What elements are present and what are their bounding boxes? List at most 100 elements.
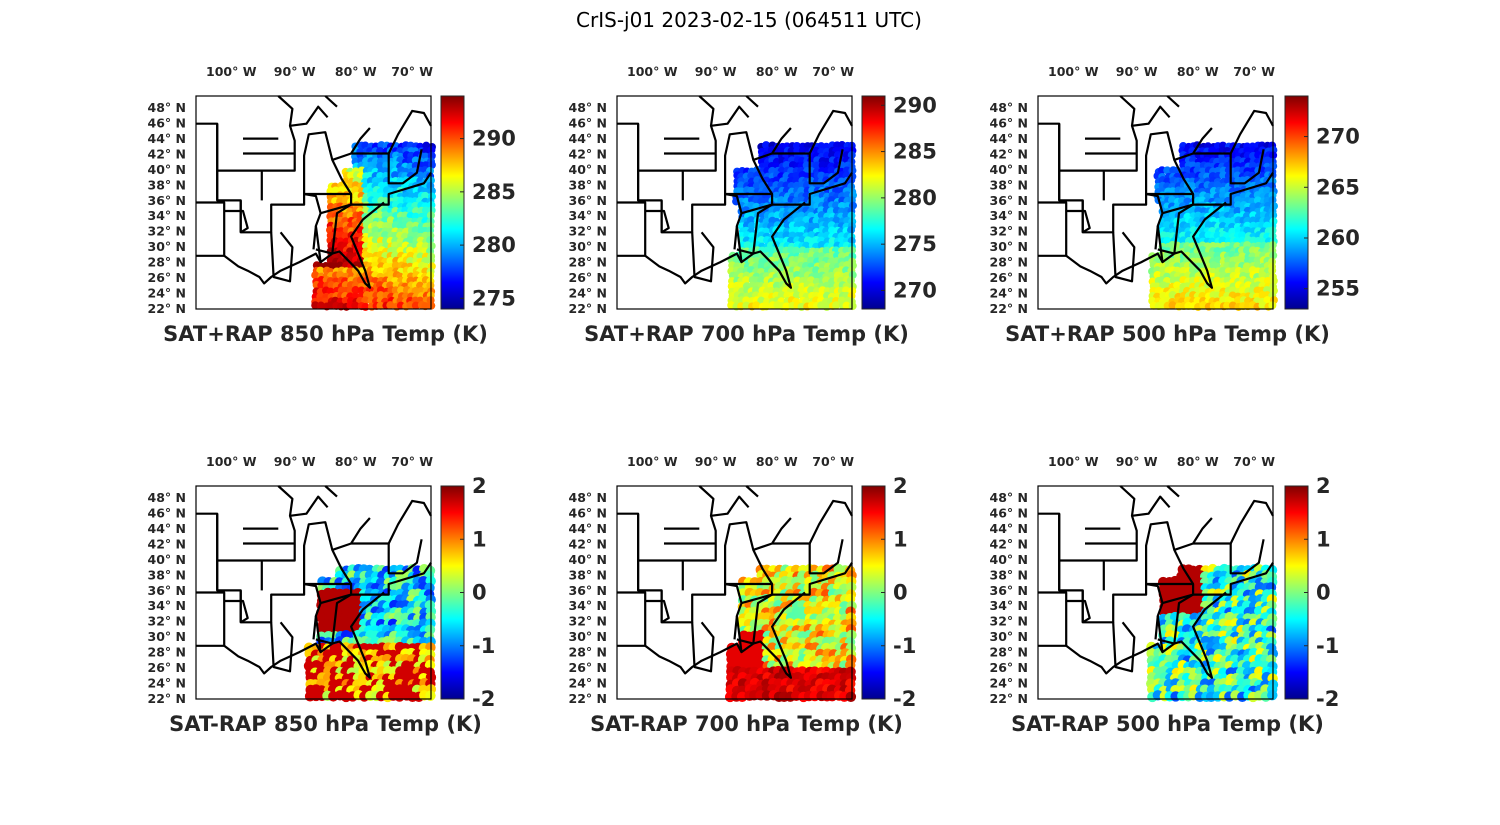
boundary-line [736,248,754,255]
latitude-label: 28° N [569,645,607,660]
boundary-line [224,209,249,234]
data-point [397,196,406,205]
data-point [1263,276,1272,285]
boundary-line [741,593,773,605]
data-point [351,286,360,295]
panel-title: SAT+RAP 850 hPa Temp (K) [163,322,488,346]
colorbar-tick-label: -1 [472,634,495,658]
longitude-label: 80° W [335,454,377,469]
boundary-line [270,231,294,283]
boundary-line [1193,499,1274,545]
boundary-line [617,122,853,234]
latitude-label: 46° N [148,505,186,520]
colorbar-tick-label: -2 [893,687,916,711]
boundary-line [808,149,844,185]
data-point [812,161,821,170]
boundary-line [1157,248,1175,255]
boundary-line [217,95,296,172]
boundary-line [320,593,352,605]
latitude-label: 42° N [569,536,607,551]
data-point [311,271,320,280]
longitude-label: 90° W [695,454,737,469]
colorbar-tick-label: -1 [1316,634,1339,658]
longitude-label: 100° W [627,64,678,79]
colorbar-tick-label: 270 [893,278,937,302]
latitude-label: 46° N [569,115,607,130]
latitude-label: 24° N [569,676,607,691]
data-point [747,171,756,180]
boundary-line [772,499,853,545]
data-point [386,216,395,225]
latitude-label: 40° N [990,552,1028,567]
data-point [371,196,380,205]
longitude-label: 90° W [274,454,316,469]
boundary-line [223,252,322,285]
panel-title: SAT-RAP 700 hPa Temp (K) [590,712,903,736]
latitude-label: 34° N [148,208,186,223]
boundary-line [217,485,296,562]
map-panel-3: 100° W 90° W 80° W 70° W 48° N46° N44° N42° … [990,64,1360,346]
data-point [742,276,751,285]
boundary-line [387,149,423,185]
latitude-label: 26° N [990,660,1028,675]
boundary-line [1038,122,1274,234]
colorbar-tick-label: 285 [893,140,937,164]
colorbar-tick-label: 275 [893,232,937,256]
data-point [351,301,360,310]
data-point [752,301,761,310]
data-point [807,256,816,265]
boundary-line [320,203,352,215]
data-point [406,256,415,265]
longitude-label: 90° W [1116,64,1158,79]
longitude-label: 100° W [1048,454,1099,469]
boundary-line [289,105,329,127]
data-point [1243,246,1252,255]
map-panel-1: 100° W 90° W 80° W 70° W 48° N46° N44° N42° … [148,64,516,346]
boundary-line [1145,517,1213,584]
boundary-line [638,485,717,562]
longitude-label: 80° W [335,64,377,79]
boundary-line [314,201,385,289]
data-point [1269,276,1278,285]
longitude-label: 100° W [1048,64,1099,79]
data-point [847,276,856,285]
data-point [1218,156,1227,165]
latitude-label: 44° N [990,521,1028,536]
longitude-label: 70° W [812,64,854,79]
data-point [376,291,385,300]
colorbar-tick-label: -2 [472,687,495,711]
data-point [1267,689,1278,701]
data-point [316,301,325,310]
latitude-label: 40° N [569,162,607,177]
latitude-label: 24° N [990,286,1028,301]
state-borders [196,485,432,679]
data-point [832,301,841,310]
boundary-line [710,495,750,517]
boundary-line [1229,539,1265,575]
latitude-label: 32° N [990,614,1028,629]
data-point [747,221,756,230]
latitude-label: 28° N [990,645,1028,660]
data-point [427,186,436,195]
boundary-line [644,642,743,675]
latitude-label: 24° N [569,286,607,301]
colorbar [861,95,886,310]
data-point [397,286,406,295]
data-point [848,302,857,311]
boundary-line [331,593,352,644]
data-point [1208,146,1217,155]
data-swath [303,563,437,703]
boundary-line [1156,591,1227,679]
boundary-line [1162,203,1194,215]
latitude-label: 26° N [148,270,186,285]
data-point [846,582,857,593]
data-point [411,226,420,235]
figure-title: CrIS-j01 2023-02-15 (064511 UTC) [576,8,922,32]
boundary-line [724,517,792,584]
boundary-line [808,539,844,575]
latitude-label: 38° N [148,567,186,582]
latitude-label: 44° N [569,521,607,536]
colorbar-tick-label: 0 [893,581,908,605]
latitude-label: 30° N [569,629,607,644]
